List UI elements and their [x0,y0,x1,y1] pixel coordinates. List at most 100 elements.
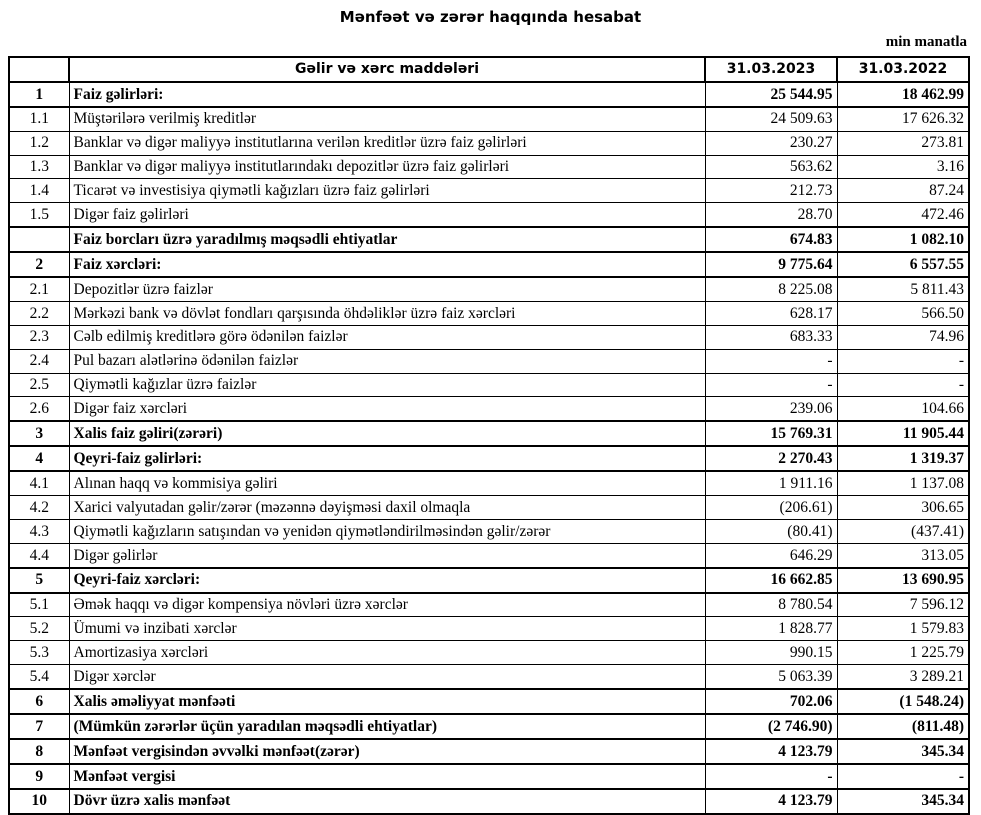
value-2023: 563.62 [704,154,838,180]
row-label: Qeyri-faiz xərcləri: [68,566,706,594]
row-label: Ticarət və investisiya qiymətli kağızlar… [68,178,706,204]
value-2022: (437.41) [836,518,970,544]
table-row: 6 Xalis əməliyyat mənfəəti 702.06 (1 548.24… [8,688,970,716]
table-row: 10 Dövr üzrə xalis mənfəət 4 123.79 345.34 [8,787,970,815]
table-row: 2.6 Digər faiz xərcləri 239.06 104.66 [8,396,970,422]
value-2023: (206.61) [704,495,838,520]
row-label: Faiz xərcləri: [68,251,706,279]
row-label: Qiymətli kağızlar üzrə faizlər [68,372,706,398]
row-label: Dövr üzrə xalis mənfəət [68,787,706,815]
unit-label: min manatla [885,34,967,50]
table-row: 4 Qeyri-faiz gəlirləri: 2 270.43 1 319.37 [8,445,970,473]
row-label: Mərkəzi bank və dövlət fondları qarşısın… [68,300,706,326]
header-col-2023: 31.03.2023 [704,56,838,83]
row-label: Banklar və digər maliyyə institutlarına … [68,130,706,156]
table-row: 1.5 Digər faiz gəlirləri 28.70 472.46 [8,202,970,228]
value-2023: 28.70 [704,202,838,228]
value-2023: - [704,762,838,790]
table-row: 5 Qeyri-faiz xərcləri: 16 662.85 13 690.95 [8,566,970,594]
row-label: Mənfəət vergisindən əvvəlki mənfəət(zərə… [68,737,706,765]
table-row: 5.4 Digər xərclər 5 063.39 3 289.21 [8,664,970,690]
value-2022: 3 289.21 [836,664,970,690]
value-2022: 104.66 [836,396,970,422]
table-row: 2 Faiz xərcləri: 9 775.64 6 557.55 [8,251,970,279]
row-label: Depozitlər üzrə faizlər [68,276,706,302]
row-number: 4.2 [8,495,70,520]
table-row: 5.1 Əmək haqqı və digər kompensiya növlər… [8,592,970,618]
table-row: 4.1 Alınan haqq və kommisiya gəliri 1 911.… [8,470,970,497]
table-row: 5.3 Amortizasiya xərcləri 990.15 1 225.79 [8,640,970,666]
value-2022: 6 557.55 [836,251,970,279]
value-2023: - [704,348,838,374]
value-2023: 674.83 [704,226,838,254]
row-number: 2.4 [8,348,70,374]
value-2022: 273.81 [836,130,970,156]
table-row: 4.2 Xarici valyutadan gəlir/zərər (məzənn… [8,495,970,520]
value-2022: 87.24 [836,178,970,204]
value-2023: 8 225.08 [704,276,838,302]
row-label: Digər faiz gəlirləri [68,202,706,228]
value-2022: 1 137.08 [836,470,970,497]
row-number: 2 [8,251,70,279]
row-number: 10 [8,787,70,815]
row-label: Cəlb edilmiş kreditlərə görə ödənilən fa… [68,324,706,350]
value-2023: 1 911.16 [704,470,838,497]
table-row: 7 (Mümkün zərərlər üçün yaradılan məqsədl… [8,713,970,740]
value-2022: 566.50 [836,300,970,326]
table-row: 1.4 Ticarət və investisiya qiymətli kağız… [8,178,970,204]
row-number: 1 [8,80,70,108]
value-2022: 313.05 [836,542,970,569]
row-label: Xarici valyutadan gəlir/zərər (məzənnə d… [68,495,706,520]
row-number: 2.1 [8,276,70,302]
row-label: Digər xərclər [68,664,706,690]
row-label: Qiymətli kağızların satışından və yenidə… [68,518,706,544]
value-2022: - [836,762,970,790]
value-2023: 683.33 [704,324,838,350]
row-number: 2.2 [8,300,70,326]
value-2023: 16 662.85 [704,566,838,594]
row-number: 4.3 [8,518,70,544]
value-2022: 7 596.12 [836,592,970,618]
value-2022: 11 905.44 [836,420,970,448]
table-row: 2.2 Mərkəzi bank və dövlət fondları qarşı… [8,300,970,326]
row-label: Pul bazarı alətlərinə ödənilən faizlər [68,348,706,374]
row-label: Alınan haqq və kommisiya gəliri [68,470,706,497]
value-2023: 15 769.31 [704,420,838,448]
row-label: Mənfəət vergisi [68,762,706,790]
table-row: 2.4 Pul bazarı alətlərinə ödənilən faizlə… [8,348,970,374]
value-2023: 8 780.54 [704,592,838,618]
row-number: 2.6 [8,396,70,422]
value-2023: - [704,372,838,398]
row-number: 4 [8,445,70,473]
value-2023: (80.41) [704,518,838,544]
value-2023: 4 123.79 [704,737,838,765]
row-number: 2.5 [8,372,70,398]
report-title: Mənfəət və zərər haqqında hesabat [339,8,642,26]
row-number: 7 [8,713,70,740]
value-2022: 13 690.95 [836,566,970,594]
value-2022: 1 082.10 [836,226,970,254]
header-col-2022: 31.03.2022 [836,56,970,83]
value-2022: - [836,372,970,398]
row-number: 5.4 [8,664,70,690]
table-row: 2.5 Qiymətli kağızlar üzrə faizlər - - [8,372,970,398]
row-label: Ümumi və inzibati xərclər [68,616,706,642]
header-number [8,56,70,83]
row-number: 6 [8,688,70,716]
value-2022: 3.16 [836,154,970,180]
row-label: Qeyri-faiz gəlirləri: [68,445,706,473]
table-row: 3 Xalis faiz gəliri(zərəri) 15 769.31 11 90… [8,420,970,448]
value-2023: 212.73 [704,178,838,204]
value-2023: 646.29 [704,542,838,569]
row-number: 8 [8,737,70,765]
value-2022: 5 811.43 [836,276,970,302]
value-2022: - [836,348,970,374]
value-2022: 345.34 [836,737,970,765]
row-number: 1.1 [8,106,70,132]
value-2022: 1 225.79 [836,640,970,666]
row-number: 5.1 [8,592,70,618]
value-2023: 990.15 [704,640,838,666]
table-row: 2.3 Cəlb edilmiş kreditlərə görə ödənilən… [8,324,970,350]
value-2022: 345.34 [836,787,970,815]
value-2023: 1 828.77 [704,616,838,642]
